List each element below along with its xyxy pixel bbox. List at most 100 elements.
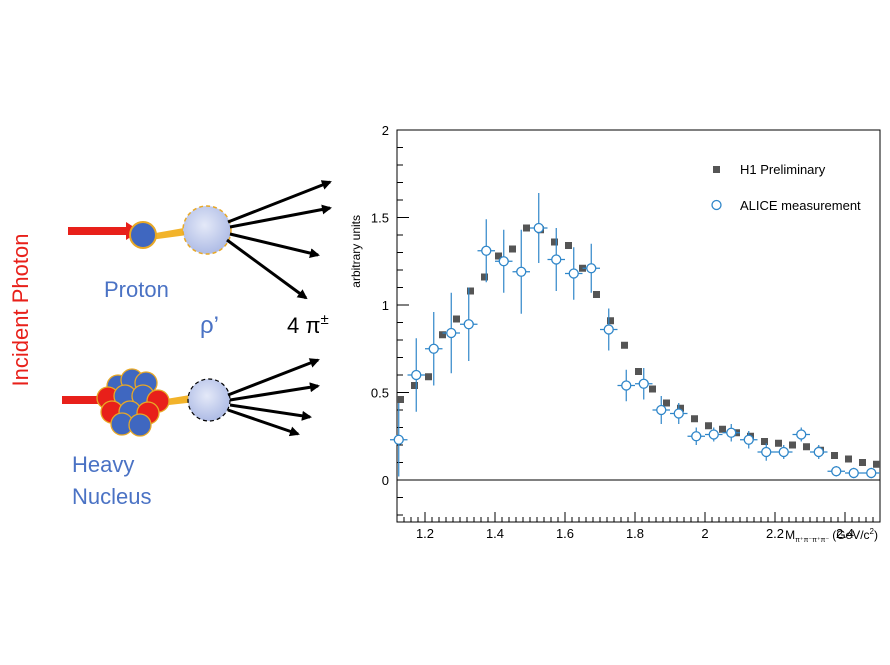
alice-marker	[691, 431, 702, 442]
alice-point	[687, 427, 705, 445]
alice-marker	[533, 222, 544, 234]
alice-point	[512, 229, 530, 314]
alice-marker	[516, 266, 527, 277]
alice-marker	[656, 404, 667, 416]
alice-point	[530, 193, 548, 263]
alice-marker	[726, 427, 737, 438]
h1-point	[859, 459, 866, 466]
h1-point	[481, 273, 488, 281]
h1-point	[635, 368, 642, 375]
h1-point	[761, 438, 768, 445]
alice-marker	[463, 319, 474, 330]
four-pion-sup: ±	[321, 311, 329, 328]
h1-point	[439, 331, 446, 339]
alice-marker	[778, 446, 789, 458]
alice-point	[705, 427, 723, 442]
alice-marker	[813, 446, 824, 458]
plot-border	[396, 129, 881, 523]
y-axis-label: arbitrary units	[349, 215, 363, 288]
alice-marker	[866, 467, 877, 479]
alice-point	[477, 219, 495, 283]
alice-marker	[761, 446, 772, 458]
alice-marker	[673, 408, 684, 419]
x-tick-label: 1.2	[416, 526, 434, 541]
y-tick-label: 0.5	[371, 386, 389, 401]
y-tick-label: 2	[382, 123, 389, 138]
h1-point	[873, 460, 880, 468]
alice-marker	[393, 434, 404, 445]
proton-circle	[129, 221, 157, 249]
proton-process	[68, 180, 332, 300]
alice-point	[740, 431, 758, 449]
alice-point	[442, 292, 460, 374]
alice-point	[827, 466, 845, 477]
legend: H1 Preliminary ALICE measurement	[711, 162, 861, 213]
alice-point	[722, 424, 740, 442]
h1-point	[593, 291, 600, 298]
nucleus-process	[62, 358, 320, 437]
h1-point	[425, 373, 432, 381]
x-axis-main: M	[785, 528, 795, 542]
rho-prime-label: ρ’	[200, 312, 219, 339]
alice-point	[757, 443, 775, 461]
h1-point	[719, 425, 726, 433]
x-tick-label: 2.2	[766, 526, 784, 541]
alice-point	[390, 403, 408, 477]
legend-marker-h1	[713, 166, 720, 173]
h1-point	[831, 452, 838, 459]
alice-point	[547, 228, 565, 291]
incident-photon-label: Incident Photon	[8, 234, 33, 387]
alice-marker	[708, 429, 719, 440]
x-axis-label: Mπ⁺π⁻π⁺π⁻ (GeV/c2)	[785, 527, 878, 544]
x-tick-label: 1.6	[556, 526, 574, 541]
x-tick-label: 2.4	[836, 526, 854, 541]
h1-point	[649, 385, 656, 393]
x-axis-sup: 2	[870, 527, 875, 536]
four-pion-text: 4 π	[287, 313, 321, 338]
photon-beam-bottom	[62, 396, 112, 404]
h1-point	[775, 439, 782, 447]
nucleus-label-line2: Nucleus	[72, 484, 151, 509]
rho-prime-circle-top	[182, 205, 232, 255]
alice-marker	[498, 256, 509, 267]
pion-arrow-6	[229, 382, 320, 402]
alice-marker	[586, 263, 597, 274]
alice-marker	[621, 380, 632, 391]
pion-arrow-8	[227, 408, 300, 437]
h1-point	[803, 443, 810, 451]
photon-beam-top	[68, 227, 128, 235]
alice-marker	[481, 245, 492, 256]
alice-marker	[411, 369, 422, 381]
alice-marker	[848, 467, 859, 479]
proton-label: Proton	[104, 277, 169, 302]
h1-point	[523, 224, 530, 232]
alice-point	[792, 427, 810, 442]
pion-arrow-2	[229, 204, 332, 229]
h1-point	[705, 422, 712, 430]
h1-point	[691, 415, 698, 423]
alice-point	[845, 467, 863, 479]
h1-point	[551, 238, 558, 246]
legend-label-alice: ALICE measurement	[740, 198, 861, 213]
alice-marker	[796, 429, 807, 440]
h1-point	[677, 404, 684, 412]
alice-point	[652, 396, 670, 424]
x-tick-label: 1.4	[486, 526, 504, 541]
alice-marker	[831, 466, 842, 477]
pion-arrow-4	[226, 238, 308, 300]
alice-marker	[551, 254, 562, 265]
alice-marker	[638, 378, 649, 389]
h1-point	[789, 441, 796, 449]
pion-arrow-5	[227, 358, 320, 397]
h1-point	[607, 317, 614, 325]
alice-marker	[568, 268, 579, 279]
y-tick-label: 1	[382, 298, 389, 313]
x-axis-close: )	[874, 528, 878, 542]
alice-point	[582, 243, 600, 293]
h1-point	[565, 242, 572, 249]
h1-point	[495, 252, 502, 260]
h1-point	[467, 287, 474, 295]
four-pion-label: 4 π±	[287, 311, 329, 338]
